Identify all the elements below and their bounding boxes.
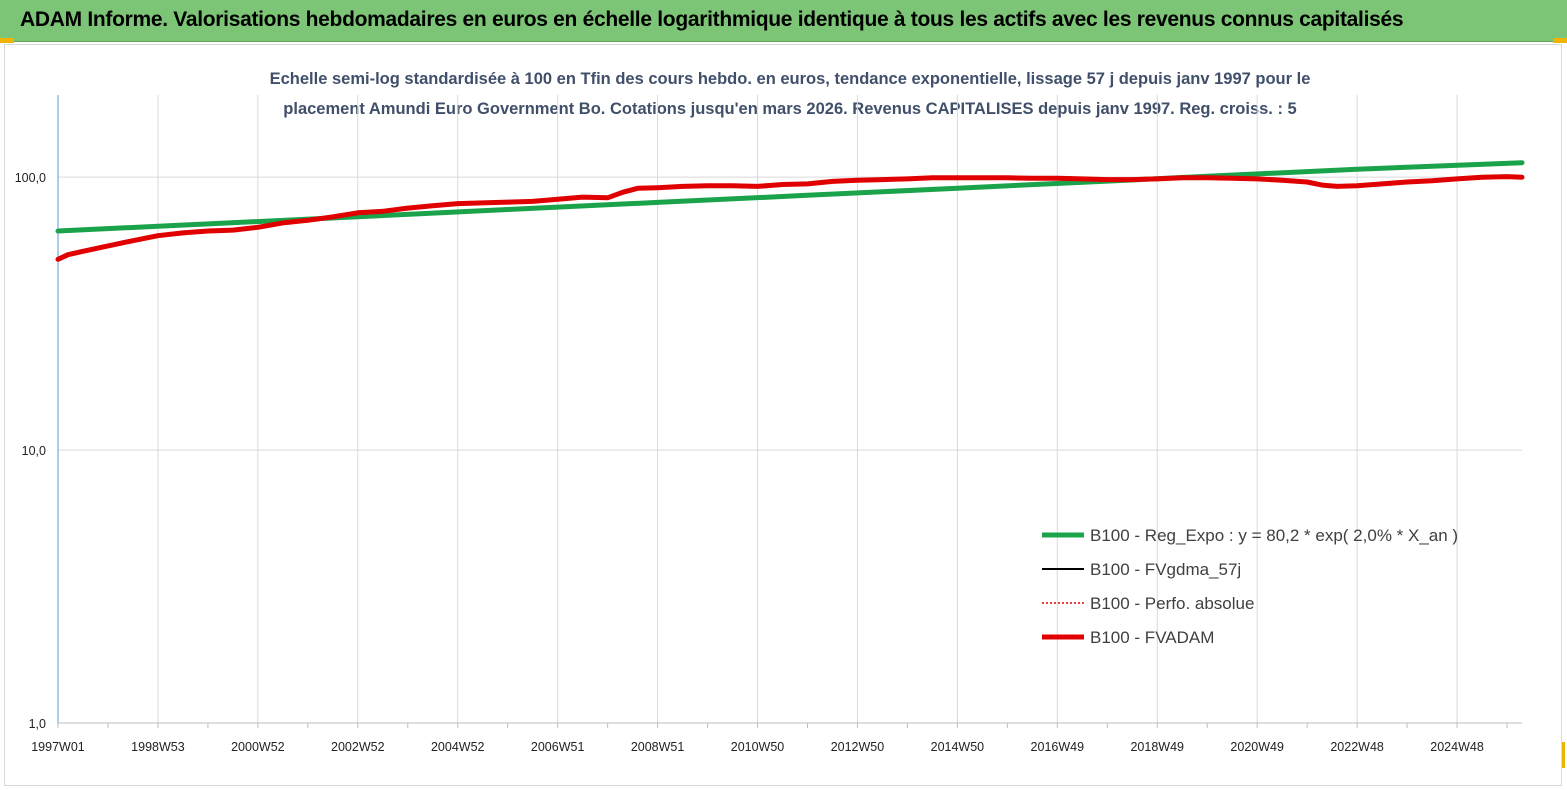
x-tick-label: 2016W49	[1031, 740, 1085, 754]
corner-mark-top-right	[1553, 38, 1567, 43]
x-tick-label: 2008W51	[631, 740, 685, 754]
x-tick-label: 2022W48	[1330, 740, 1384, 754]
legend-label-0: B100 - Reg_Expo : y = 80,2 * exp( 2,0% *…	[1090, 526, 1458, 545]
x-tick-label: 2014W50	[931, 740, 985, 754]
x-tick-label: 2020W49	[1230, 740, 1284, 754]
x-tick-label: 2018W49	[1130, 740, 1184, 754]
series-line-3	[55, 174, 1525, 262]
y-tick-label: 10,0	[22, 444, 46, 458]
chart-title-line-1: Echelle semi-log standardisée à 100 en T…	[269, 70, 1311, 88]
x-tick-label: 2024W48	[1430, 740, 1484, 754]
legend-label-2: B100 - Perfo. absolue	[1090, 594, 1254, 613]
corner-mark-bottom-right	[1561, 742, 1565, 768]
x-tick-label: 2012W50	[831, 740, 885, 754]
y-tick-label: 100,0	[15, 171, 46, 185]
x-tick-label: 1997W01	[31, 740, 85, 754]
x-tick-label: 2010W50	[731, 740, 785, 754]
x-tick-label: 2004W52	[431, 740, 485, 754]
chart-title-line-2: placement Amundi Euro Government Bo. Cot…	[283, 100, 1297, 118]
legend-label-1: B100 - FVgdma_57j	[1090, 560, 1241, 579]
header-banner: ADAM Informe. Valorisations hebdomadaire…	[0, 0, 1567, 42]
x-tick-label: 2000W52	[231, 740, 285, 754]
x-tick-label: 1998W53	[131, 740, 185, 754]
page-title: ADAM Informe. Valorisations hebdomadaire…	[20, 8, 1404, 31]
corner-mark-top-left	[0, 38, 14, 43]
series-line-0	[55, 160, 1525, 234]
x-tick-label: 2002W52	[331, 740, 385, 754]
x-tick-label: 2006W51	[531, 740, 585, 754]
chart-frame	[4, 44, 1562, 786]
legend-label-3: B100 - FVADAM	[1090, 628, 1214, 647]
y-tick-label: 1,0	[29, 717, 46, 731]
